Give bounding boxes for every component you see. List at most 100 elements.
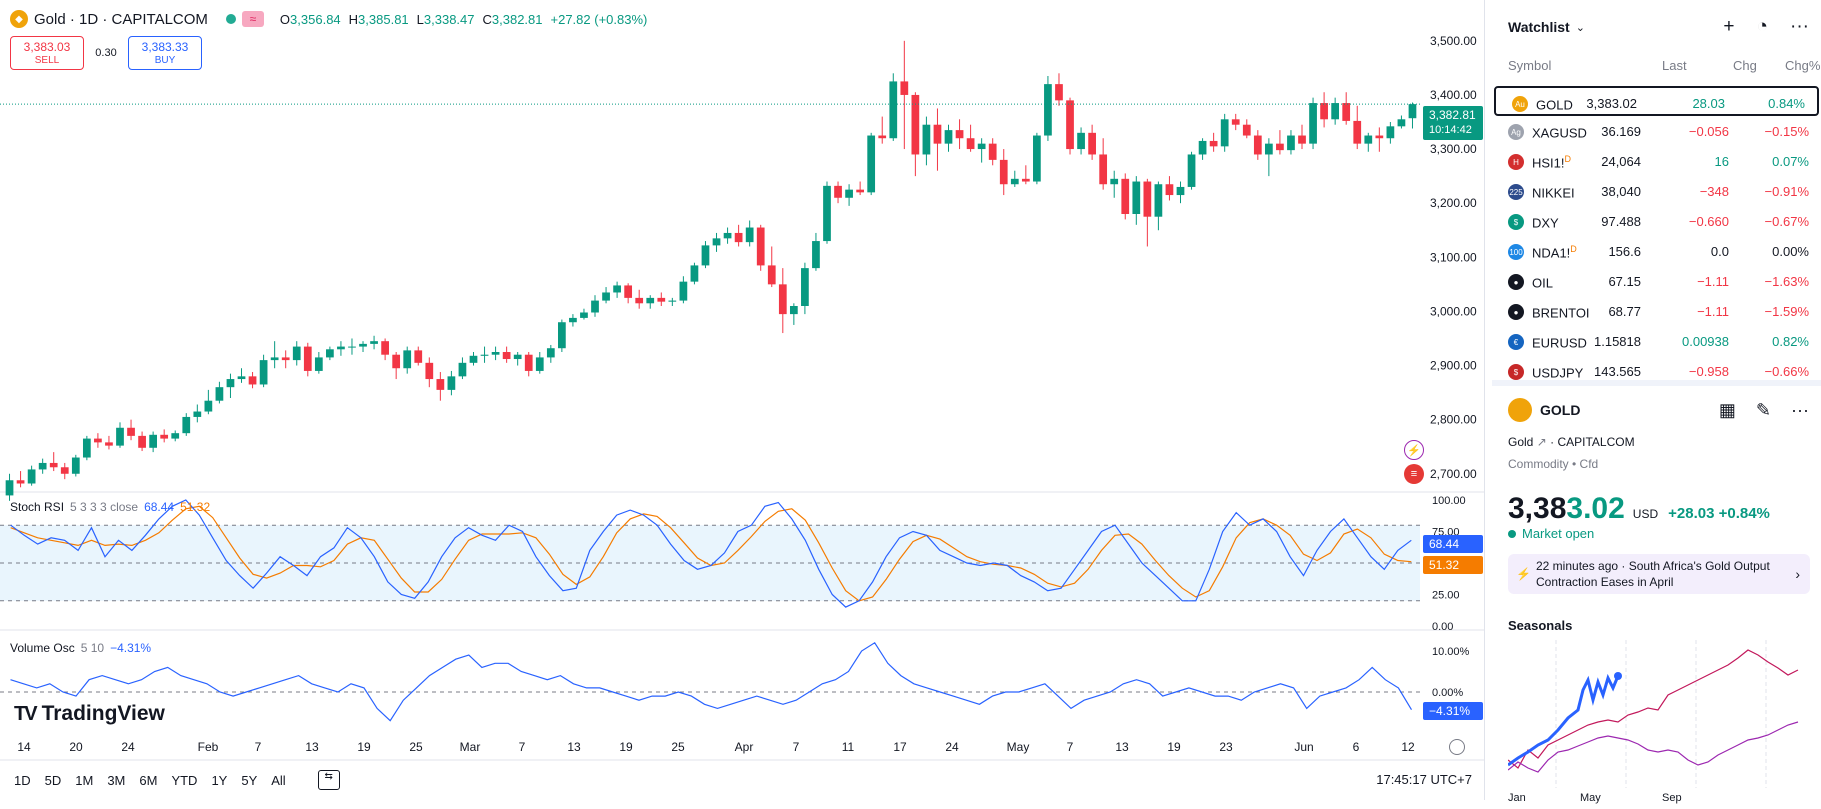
candle [16, 480, 25, 484]
range-button-all[interactable]: All [271, 772, 286, 788]
watchlist-row[interactable]: 100 NDA1!D 156.6 0.0 0.00% [1492, 236, 1821, 266]
settings-gear-icon[interactable] [1449, 739, 1465, 755]
row-symbol: DXY [1532, 215, 1559, 231]
chart-canvas[interactable]: 3,500.00 3,400.00 3,300.00 3,200.00 3,100.00… [0, 0, 1485, 800]
col-symbol[interactable]: Symbol [1508, 58, 1552, 73]
col-chg-pct[interactable]: Chg% [1785, 58, 1821, 73]
watchlist-row[interactable]: ● OIL 67.15 −1.11 −1.63% [1492, 266, 1821, 296]
row-symbol: EURUSD [1532, 335, 1587, 351]
lightning-icon[interactable]: ⚡ [1404, 440, 1424, 460]
clock[interactable]: 17:45:17 UTC+7 [1376, 772, 1472, 787]
candle [1121, 178, 1130, 214]
news-item[interactable]: ⚡ 22 minutes ago · South Africa's Gold O… [1508, 554, 1810, 594]
price-axis-label: 3,400.00 [1430, 88, 1477, 102]
indicator-wave-icon[interactable]: ≈ [241, 11, 264, 27]
edit-icon[interactable]: ✎ [1755, 399, 1772, 420]
row-chg: −1.11 [1697, 274, 1729, 289]
time-axis-label: 19 [619, 740, 633, 754]
symbol-title[interactable]: Gold · 1D · CAPITALCOM [34, 10, 208, 28]
watchlist-row[interactable]: € EURUSD 1.15818 0.00938 0.82% [1492, 326, 1821, 356]
candle [425, 362, 434, 380]
range-button-1y[interactable]: 1Y [211, 772, 228, 788]
symbol-icon: 100 [1508, 244, 1524, 260]
stoch-rsi-legend[interactable]: Stoch RSI 5 3 3 3 close 68.44 51.32 [10, 500, 211, 514]
row-chg: 0.00938 [1682, 334, 1729, 349]
chart-area[interactable]: 3,500.00 3,400.00 3,300.00 3,200.00 3,100.00… [0, 0, 1485, 800]
grid-icon[interactable]: ▦ [1718, 399, 1736, 420]
seasonals-chart[interactable] [1508, 640, 1808, 788]
candle [1198, 140, 1207, 155]
details-symbol[interactable]: GOLD [1540, 402, 1581, 418]
time-axis-label: 6 [1352, 740, 1360, 754]
watchlist-row[interactable]: 225 NIKKEI 38,040 −348 −0.91% [1492, 176, 1821, 206]
watchlist-row[interactable]: $ USDJPY 143.565 −0.958 −0.66% [1492, 356, 1821, 386]
range-button-ytd[interactable]: YTD [171, 772, 198, 788]
external-link-icon[interactable]: ↗ [1536, 435, 1547, 449]
seasonal-line-current [1508, 673, 1620, 767]
candle [381, 341, 389, 355]
range-button-1m[interactable]: 1M [75, 772, 94, 788]
stoch-k-line [10, 499, 1412, 608]
row-symbol: NIKKEI [1532, 185, 1575, 201]
row-chg-pct: −0.66% [1764, 364, 1809, 379]
watchlist-row[interactable]: Au GOLD 3,383.02 28.03 0.84% [1494, 86, 1819, 116]
col-chg[interactable]: Chg [1733, 58, 1757, 73]
add-symbol-icon[interactable]: + [1723, 16, 1735, 37]
close-value: 3,382.81 [491, 11, 543, 27]
seasonals-title[interactable]: Seasonals [1508, 618, 1573, 633]
range-button-5y[interactable]: 5Y [241, 772, 258, 788]
candle [613, 285, 621, 293]
time-axis-label: 13 [305, 740, 319, 754]
candle [149, 434, 157, 448]
symbol-icon: ● [1508, 274, 1524, 290]
calendar-icon[interactable]: ⇆ [317, 770, 340, 790]
candle [1154, 184, 1163, 217]
candle [138, 435, 146, 448]
volume-osc-legend[interactable]: Volume Osc 5 10 −4.31% [10, 641, 152, 655]
candle [370, 341, 378, 344]
watchlist-title[interactable]: Watchlist [1508, 19, 1570, 35]
range-button-1d[interactable]: 1D [14, 772, 31, 788]
time-axis[interactable]: 14 20 24 Feb 7 13 19 25 Mar 7 13 19 25 Apr 7 11 17 24 May 7… [0, 740, 1485, 758]
row-chg: 28.03 [1692, 96, 1725, 111]
chevron-down-icon[interactable]: ⌄ [1575, 21, 1585, 34]
candle [27, 469, 36, 484]
candle [204, 400, 213, 412]
candle [5, 480, 14, 496]
stoch-axis-label: 25.00 [1432, 590, 1460, 602]
candle [1364, 135, 1373, 144]
watchlist-row[interactable]: H HSI1!D 24,064 16 0.07% [1492, 146, 1821, 176]
us-flag-icon[interactable]: ≡ [1404, 464, 1424, 484]
col-last[interactable]: Last [1662, 58, 1687, 73]
time-axis-label: May [1006, 740, 1030, 754]
chart-pie-icon[interactable]: ◔ [1756, 16, 1769, 37]
candle [1055, 84, 1063, 101]
status-dot-icon [1508, 529, 1516, 538]
price-axis-label: 2,900.00 [1430, 359, 1477, 373]
candle [823, 185, 831, 242]
candle [767, 265, 776, 285]
candle [635, 297, 644, 304]
more-icon[interactable]: ··· [1791, 399, 1809, 420]
symbol-icon: 225 [1508, 184, 1524, 200]
watchlist-row[interactable]: ● BRENTOI 68.77 −1.11 −1.59% [1492, 296, 1821, 326]
tradingview-logo[interactable]: TV TradingView [14, 702, 165, 725]
buy-button[interactable]: 3,383.33 BUY [128, 36, 202, 70]
stoch-axis-label: 100.00 [1432, 495, 1466, 507]
time-axis-label: 17 [893, 740, 907, 754]
change-value: +27.82 (+0.83%) [550, 11, 648, 27]
panel-divider[interactable] [1492, 380, 1821, 386]
time-axis-label: 7 [254, 740, 262, 754]
watchlist-row[interactable]: Ag XAGUSD 36.169 −0.056 −0.15% [1492, 116, 1821, 146]
range-button-3m[interactable]: 3M [107, 772, 126, 788]
candle [82, 438, 91, 458]
range-button-5d[interactable]: 5D [44, 772, 62, 788]
watchlist-row[interactable]: $ DXY 97.488 −0.660 −0.67% [1492, 206, 1821, 236]
candle [348, 346, 356, 348]
range-button-6m[interactable]: 6M [139, 772, 158, 788]
time-axis-label: 13 [1115, 740, 1129, 754]
more-icon[interactable]: ··· [1790, 16, 1809, 37]
time-axis-label: 14 [17, 740, 31, 754]
candle [546, 348, 555, 358]
sell-button[interactable]: 3,383.03 SELL [10, 36, 84, 70]
